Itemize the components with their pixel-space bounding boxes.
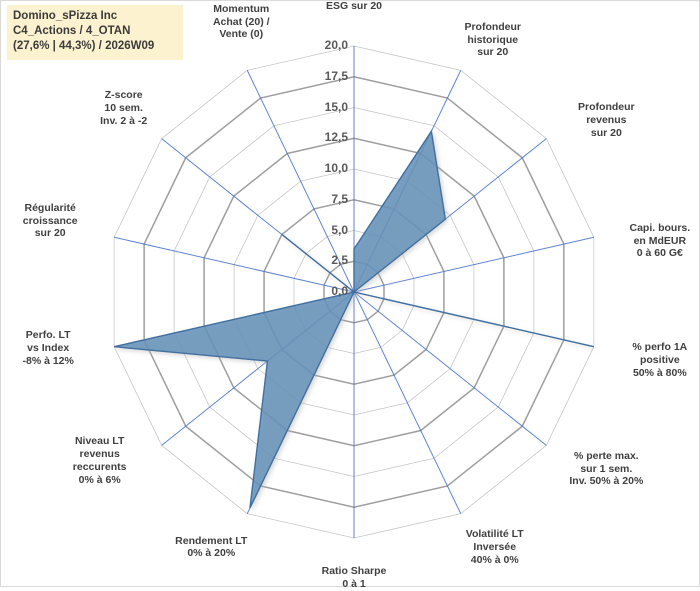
radial-tick-label: 5,0 <box>331 222 348 237</box>
axis-label-2: Profondeur revenus sur 20 <box>551 101 661 139</box>
axis-label-12: Z-score 10 sem. Inv. 2 à -2 <box>69 89 179 127</box>
radial-tick-label: 0,0 <box>331 284 348 298</box>
axis-label-9: Niveau LT revenus reccurents 0% à 6% <box>45 435 155 486</box>
axis-label-8: Rendement LT 0% à 20% <box>152 535 270 561</box>
axis-label-line: sur 20 <box>34 227 66 240</box>
axis-label-line: Niveau LT <box>74 435 125 448</box>
axis-label-line: 10 sem. <box>104 101 143 114</box>
title-line-category: C4_Actions / 4_OTAN <box>13 25 131 38</box>
axis-label-line: Capi. bours. <box>629 221 691 234</box>
title-line-company: Domino_sPizza Inc <box>13 10 118 22</box>
axis-label-line: Z-score <box>104 89 143 102</box>
axis-label-line: croissance <box>22 214 78 227</box>
axis-label-line: sur 1 sem. <box>580 462 633 475</box>
axis-label-4: % perfo 1A positive 50% à 80% <box>605 341 700 379</box>
axis-label-line: Perfo. LT <box>25 329 71 342</box>
axis-label-line: 0 à 60 G€ <box>636 247 683 260</box>
title-line-metrics: (27,6% | 44,3%) / 2026W09 <box>13 40 155 53</box>
axis-label-line: % perfo 1A <box>632 341 688 354</box>
axis-label-line: Profondeur <box>464 20 522 33</box>
axis-spoke <box>114 236 355 293</box>
axis-label-line: 0 à 1 <box>342 577 366 590</box>
axis-label-line: revenus <box>79 448 120 461</box>
axis-label-line: en MdEUR <box>633 234 687 247</box>
axis-label-line: 40% à 0% <box>470 553 519 566</box>
axis-label-line: ESG sur 20 <box>325 0 383 12</box>
axis-label-line: Rendement LT <box>175 534 248 547</box>
axis-spoke <box>353 291 462 514</box>
axis-label-line: Achat (20) / <box>212 15 270 28</box>
axis-label-10: Perfo. LT vs Index -8% à 12% <box>0 329 103 367</box>
chart-title-box: Domino_sPizza Inc C4_Actions / 4_OTAN (2… <box>7 5 183 60</box>
axis-label-5: % perte max. sur 1 sem. Inv. 50% à 20% <box>542 450 670 488</box>
axis-label-3: Capi. bours. en MdEUR 0 à 60 G€ <box>600 222 700 260</box>
axis-label-line: 0% à 6% <box>78 473 121 486</box>
axis-label-line: 0% à 20% <box>187 547 236 560</box>
axis-label-6: Volatilité LT Inversée 40% à 0% <box>440 528 550 566</box>
axis-label-line: Inv. 2 à -2 <box>100 114 148 127</box>
axis-label-line: positive <box>639 354 680 367</box>
axis-label-line: sur 20 <box>590 126 622 139</box>
axis-label-line: 50% à 80% <box>632 366 687 379</box>
axis-label-line: reccurents <box>72 460 127 473</box>
axis-label-13: Momentum Achat (20) / Vente (0) <box>186 3 296 41</box>
series-area <box>114 129 594 509</box>
axis-label-line: sur 20 <box>477 46 509 59</box>
axis-label-line: Inversée <box>473 540 517 553</box>
axis-spoke <box>246 70 355 293</box>
radial-tick-label: 10,0 <box>324 161 348 175</box>
radial-tick-label: 7,5 <box>331 191 348 206</box>
axis-label-line: % perte max. <box>573 449 639 462</box>
axis-label-line: Vente (0) <box>219 28 264 41</box>
radial-tick-label: 15,0 <box>324 99 348 114</box>
axis-label-line: Volatilité LT <box>465 528 524 541</box>
axis-label-11: Régularité croissance sur 20 <box>0 202 105 240</box>
radial-tick-label: 12,5 <box>324 130 348 145</box>
axis-label-line: historique <box>467 33 519 46</box>
axis-label-line: -8% à 12% <box>22 354 74 367</box>
axis-label-line: Profondeur <box>578 101 635 114</box>
axis-label-line: Momentum <box>213 2 270 15</box>
axis-label-line: revenus <box>586 113 627 126</box>
axis-label-line: Régularité <box>24 201 76 214</box>
axis-spoke <box>353 236 594 293</box>
radial-tick-label: 20,0 <box>324 38 348 52</box>
series-polygon <box>114 129 594 509</box>
axis-spoke <box>353 291 547 446</box>
axis-label-line: vs Index <box>27 342 70 355</box>
radial-tick-label: 2,5 <box>331 253 348 268</box>
axis-label-line: Inv. 50% à 20% <box>569 475 644 488</box>
radial-tick-label: 17,5 <box>324 68 348 83</box>
axis-label-line: Ratio Sharpe <box>321 565 387 577</box>
axis-label-1: Profondeur historique sur 20 <box>438 21 548 59</box>
axis-label-0: NoteESG sur 20 <box>299 0 409 13</box>
